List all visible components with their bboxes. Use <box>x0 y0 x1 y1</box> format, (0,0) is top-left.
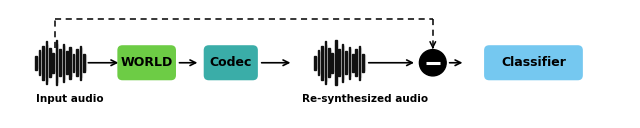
Text: Re-synthesized audio: Re-synthesized audio <box>302 94 428 104</box>
Bar <box>353 55 355 70</box>
Bar <box>360 48 362 77</box>
Bar <box>355 49 357 76</box>
Bar <box>46 45 48 81</box>
Bar <box>342 46 344 79</box>
Bar <box>332 54 334 71</box>
Bar <box>345 51 347 74</box>
Bar <box>349 49 351 76</box>
Bar <box>339 49 340 76</box>
Bar <box>315 57 317 68</box>
Bar <box>362 54 364 72</box>
Bar <box>39 52 42 73</box>
Bar <box>52 53 54 73</box>
Bar <box>335 44 337 82</box>
Bar <box>63 44 64 82</box>
Bar <box>322 48 324 77</box>
Bar <box>346 53 348 72</box>
Bar <box>339 51 341 74</box>
Bar <box>70 49 72 76</box>
Bar <box>328 48 330 77</box>
Bar <box>80 48 83 77</box>
Bar <box>53 54 55 71</box>
Text: WORLD: WORLD <box>120 56 173 69</box>
Bar <box>332 53 333 73</box>
Bar <box>56 40 58 85</box>
Bar <box>59 49 61 76</box>
Bar <box>314 56 316 70</box>
FancyBboxPatch shape <box>484 45 583 80</box>
Bar <box>67 53 68 72</box>
Bar <box>49 48 51 77</box>
Bar <box>363 55 365 70</box>
Bar <box>321 46 323 80</box>
Circle shape <box>419 50 446 76</box>
Bar <box>36 57 38 68</box>
Bar <box>325 45 327 81</box>
Bar <box>359 46 360 80</box>
Bar <box>63 46 65 79</box>
Bar <box>352 54 353 72</box>
Bar <box>76 49 78 76</box>
Bar <box>49 50 52 75</box>
Bar <box>79 46 81 80</box>
Bar <box>83 54 84 72</box>
Text: Input audio: Input audio <box>36 94 104 104</box>
Bar <box>77 51 79 74</box>
Bar <box>335 40 337 85</box>
Bar <box>84 55 86 70</box>
Bar <box>35 56 37 70</box>
FancyBboxPatch shape <box>204 45 258 80</box>
Text: Codec: Codec <box>210 56 252 69</box>
Bar <box>74 55 76 70</box>
Bar <box>38 50 40 75</box>
Bar <box>342 44 343 82</box>
FancyBboxPatch shape <box>117 45 176 80</box>
Bar <box>356 51 358 74</box>
Bar <box>45 41 47 84</box>
Bar <box>66 51 68 74</box>
Bar <box>329 50 331 75</box>
Bar <box>43 48 45 77</box>
Bar <box>56 44 58 82</box>
Bar <box>69 47 71 78</box>
Text: Classifier: Classifier <box>501 56 566 69</box>
Bar <box>318 50 319 75</box>
Bar <box>349 47 350 78</box>
Bar <box>60 51 62 74</box>
Bar <box>42 46 44 80</box>
Bar <box>324 41 326 84</box>
Bar <box>73 54 74 72</box>
Bar <box>319 52 321 73</box>
